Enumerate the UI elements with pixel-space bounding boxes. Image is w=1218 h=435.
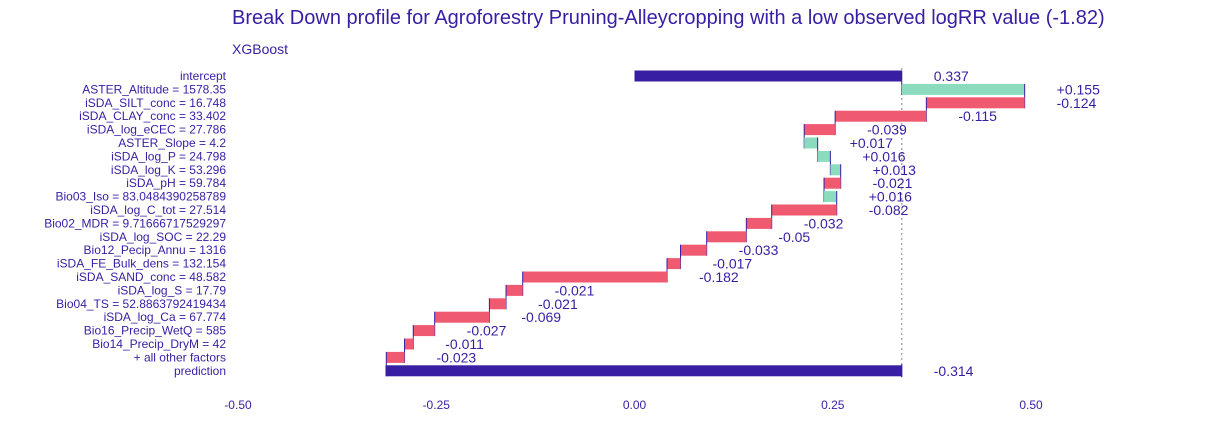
value-label: -0.05 [778, 229, 810, 245]
row-label: iSDA_log_SOC = 22.29 [100, 230, 227, 244]
row-label: iSDA_CLAY_conc = 33.402 [79, 109, 226, 123]
x-tick-label: 0.50 [1019, 398, 1043, 412]
value-label: +0.013 [873, 162, 916, 178]
bar-negative [489, 298, 507, 310]
row-label: ASTER_Slope = 4.2 [118, 136, 226, 150]
x-axis-ticks: -0.50 -0.25 0.00 0.25 0.50 [224, 398, 1043, 412]
row-label: iSDA_log_Ca = 67.774 [104, 310, 227, 324]
row-label: iSDA_log_S = 17.79 [118, 283, 227, 297]
chart-title: Break Down profile for Agroforestry Prun… [232, 7, 1105, 29]
value-label: +0.017 [850, 135, 893, 151]
bar-negative [835, 110, 927, 122]
value-label: -0.032 [804, 215, 844, 231]
value-label: -0.069 [521, 309, 561, 325]
bar-positive [830, 164, 841, 176]
row-label: iSDA_SILT_conc = 16.748 [85, 96, 226, 110]
bar-positive [901, 83, 1025, 95]
bar-negative [506, 284, 523, 296]
bar-positive [824, 191, 837, 203]
value-label: -0.021 [538, 296, 578, 312]
bar-prediction [385, 365, 902, 377]
bar-negative [706, 231, 747, 243]
row-label: prediction [174, 364, 226, 378]
row-label: iSDA_log_P = 24.798 [111, 149, 226, 163]
value-label: 0.337 [934, 68, 969, 84]
bar-intercept [634, 70, 902, 82]
row-label: Bio02_MDR = 9.71666717529297 [44, 216, 226, 230]
bar-negative [434, 311, 490, 323]
bar-positive [817, 150, 831, 162]
row-label: Bio04_TS = 52.8863792419434 [56, 297, 226, 311]
value-label: -0.039 [867, 122, 907, 138]
row-label: intercept [180, 69, 227, 83]
bar-negative [413, 325, 435, 337]
bar-negative [771, 204, 837, 216]
row-label: Bio12_Pecip_Annu = 1316 [84, 243, 227, 257]
row-label: + all other factors [134, 350, 226, 364]
row-label: Bio14_Precip_DryM = 42 [92, 337, 226, 351]
chart-subtitle: XGBoost [232, 41, 288, 57]
row-label: iSDA_FE_Bulk_dens = 132.154 [57, 257, 226, 271]
bar-negative [680, 244, 707, 256]
bar-negative [804, 124, 836, 136]
bar-negative [667, 258, 681, 270]
x-tick-label: -0.50 [224, 398, 252, 412]
value-label: -0.314 [934, 363, 974, 379]
row-label: iSDA_log_K = 53.296 [111, 163, 226, 177]
bar-negative [522, 271, 668, 283]
x-tick-label: -0.25 [423, 398, 451, 412]
value-label: +0.016 [862, 148, 905, 164]
value-label: -0.027 [467, 323, 507, 339]
row-label: Bio03_Iso = 83.0484390258789 [56, 190, 227, 204]
value-label: -0.124 [1057, 95, 1097, 111]
row-label: iSDA_log_C_tot = 27.514 [90, 203, 226, 217]
value-label: +0.155 [1057, 81, 1100, 97]
value-label: -0.011 [445, 336, 484, 352]
row-label: iSDA_pH = 59.784 [126, 176, 226, 190]
row-label: iSDA_log_eCEC = 27.786 [87, 123, 226, 137]
row-label: Bio16_Precip_WetQ = 585 [84, 324, 227, 338]
value-label: -0.021 [555, 282, 595, 298]
bars-layer [385, 70, 1026, 378]
value-label: +0.016 [869, 189, 912, 205]
row-label: ASTER_Altitude = 1578.35 [82, 82, 226, 96]
row-label: iSDA_SAND_conc = 48.582 [76, 270, 226, 284]
value-label: -0.182 [699, 269, 739, 285]
labels-layer: intercept 0.337 ASTER_Altitude = 1578.35 +0… [44, 68, 1100, 379]
bar-negative [746, 217, 772, 229]
value-label: -0.017 [712, 256, 752, 272]
value-label: -0.082 [869, 202, 909, 218]
value-label: -0.021 [873, 175, 913, 191]
bar-negative [404, 338, 414, 350]
value-label: -0.023 [437, 349, 477, 365]
bar-positive [804, 137, 818, 149]
value-label: -0.115 [958, 108, 997, 124]
x-tick-label: 0.25 [821, 398, 845, 412]
bar-negative [386, 351, 405, 363]
x-tick-label: 0.00 [623, 398, 647, 412]
value-label: -0.033 [739, 242, 779, 258]
bar-negative [824, 177, 841, 189]
bar-negative [926, 97, 1025, 109]
